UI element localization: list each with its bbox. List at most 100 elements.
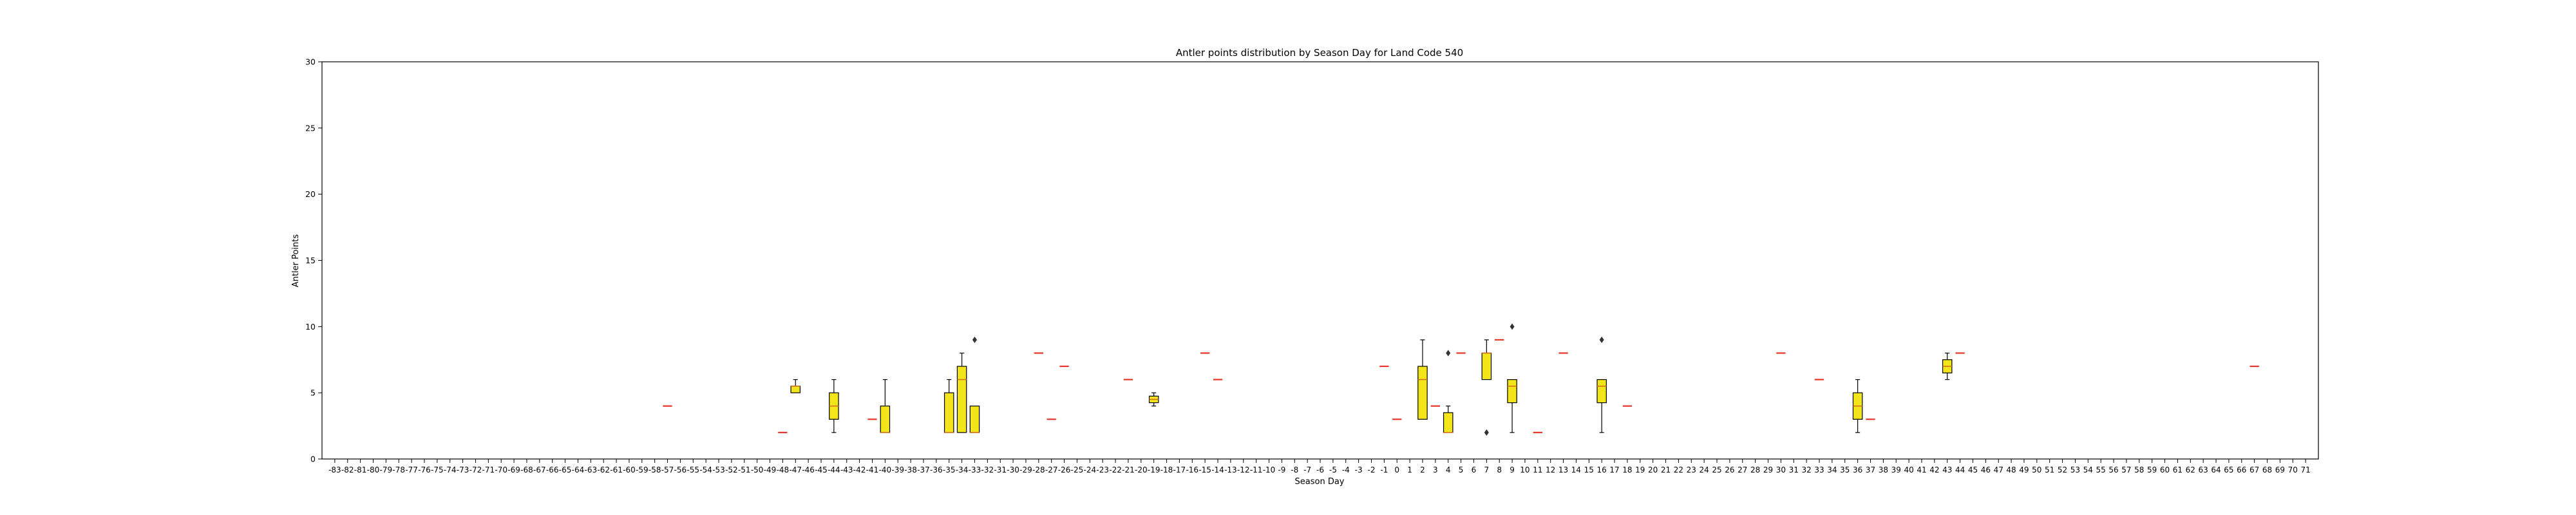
x-tick-label: -37 (917, 465, 930, 474)
box-group (1443, 350, 1454, 433)
x-tick-label: -58 (649, 465, 661, 474)
x-tick-label: 64 (2211, 465, 2221, 474)
x-tick-label: -12 (1237, 465, 1250, 474)
x-tick-label: 53 (2070, 465, 2080, 474)
x-tick-label: 49 (2019, 465, 2029, 474)
x-tick-label: 29 (1763, 465, 1773, 474)
outlier-point (1484, 429, 1489, 436)
x-tick-label: 59 (2147, 465, 2157, 474)
x-tick-label: 41 (1917, 465, 1926, 474)
x-tick-label: -62 (597, 465, 610, 474)
x-tick-label: 25 (1712, 465, 1721, 474)
box-body (1443, 412, 1454, 433)
x-tick-label: -56 (674, 465, 687, 474)
x-tick-label: 13 (1558, 465, 1568, 474)
x-tick-label: 36 (1853, 465, 1862, 474)
x-tick-label: 14 (1571, 465, 1581, 474)
x-tick-label: -50 (751, 465, 764, 474)
x-tick-label: -19 (1148, 465, 1160, 474)
x-tick-label: 34 (1827, 465, 1837, 474)
x-tick-label: 44 (1955, 465, 1965, 474)
x-tick-label: -76 (418, 465, 431, 474)
x-tick-label: -54 (699, 465, 712, 474)
x-tick-label: -82 (341, 465, 354, 474)
x-tick-label: -1 (1380, 465, 1388, 474)
x-tick-label: 31 (1789, 465, 1799, 474)
x-tick-label: -70 (495, 465, 507, 474)
x-tick-label: -3 (1355, 465, 1363, 474)
x-tick-label: -7 (1303, 465, 1311, 474)
x-tick-label: -24 (1084, 465, 1097, 474)
box-body (1417, 366, 1428, 420)
x-tick-label: -63 (585, 465, 598, 474)
x-tick-label: -48 (777, 465, 790, 474)
y-axis-ticks: 0 5 10 15 20 25 30 (305, 57, 322, 464)
box-group (956, 352, 967, 433)
outlier-point (972, 336, 977, 343)
x-tick-label: -26 (1058, 465, 1071, 474)
x-tick-label: -20 (1135, 465, 1148, 474)
x-tick-label: 2 (1420, 465, 1425, 474)
y-tick-label: 15 (305, 256, 316, 265)
x-tick-label: -69 (507, 465, 520, 474)
x-tick-label: 71 (2300, 465, 2310, 474)
x-tick-label: -16 (1186, 465, 1198, 474)
x-tick-label: 37 (1866, 465, 1875, 474)
x-tick-label: -77 (405, 465, 418, 474)
x-tick-label: -18 (1160, 465, 1173, 474)
x-tick-label: -41 (866, 465, 879, 474)
box-group (943, 379, 954, 433)
box-group (1417, 339, 1428, 420)
x-axis-label: Season Day (1295, 477, 1345, 487)
x-tick-label: 43 (1942, 465, 1952, 474)
x-axis-ticks: -83 -82 -81 -80 -79 -78 -77 -76 -75 -74 -73 -72 -71-… (328, 459, 2311, 474)
x-tick-label: -8 (1291, 465, 1298, 474)
x-tick-label: 63 (2199, 465, 2208, 474)
x-tick-label: -36 (930, 465, 943, 474)
y-tick-label: 25 (305, 123, 316, 133)
y-tick-label: 20 (305, 189, 316, 199)
x-tick-label: 51 (2045, 465, 2054, 474)
x-tick-label: -34 (956, 465, 969, 474)
x-tick-label: 32 (1801, 465, 1811, 474)
box-group (1942, 352, 1953, 380)
x-tick-label: -22 (1109, 465, 1122, 474)
x-tick-label: -71 (482, 465, 495, 474)
y-axis-label: Antler Points (291, 234, 301, 288)
x-tick-label: -65 (559, 465, 572, 474)
x-tick-label: -47 (789, 465, 802, 474)
outlier-point (1510, 323, 1515, 330)
x-tick-label: 66 (2237, 465, 2246, 474)
box-group (969, 336, 980, 433)
x-tick-label: 22 (1674, 465, 1683, 474)
x-tick-label: 6 (1472, 465, 1477, 474)
x-tick-label: 60 (2160, 465, 2170, 474)
x-tick-label: -11 (1250, 465, 1263, 474)
x-tick-label: -53 (712, 465, 725, 474)
box-body (880, 406, 891, 433)
box-group (1148, 392, 1159, 407)
x-tick-label: -25 (1071, 465, 1084, 474)
x-tick-label: -55 (687, 465, 699, 474)
x-tick-label: 40 (1904, 465, 1913, 474)
box-series (663, 323, 2259, 436)
x-tick-label: -59 (636, 465, 649, 474)
x-tick-label: -9 (1278, 465, 1285, 474)
box-group (829, 379, 839, 433)
x-tick-label: 68 (2262, 465, 2272, 474)
x-tick-label: 8 (1497, 465, 1502, 474)
outlier-point (1446, 350, 1451, 357)
x-tick-label: -74 (444, 465, 457, 474)
x-tick-label: 69 (2275, 465, 2285, 474)
x-tick-label: 57 (2121, 465, 2131, 474)
chart-title: Antler points distribution by Season Day… (1176, 47, 1463, 59)
x-tick-label: -75 (431, 465, 444, 474)
plot-area-frame (321, 61, 2319, 460)
x-tick-label: -2 (1368, 465, 1376, 474)
x-tick-label: -43 (840, 465, 853, 474)
x-tick-label: -5 (1329, 465, 1337, 474)
x-tick-label: 52 (2058, 465, 2067, 474)
x-tick-label: -14 (1211, 465, 1224, 474)
x-tick-label: -45 (815, 465, 828, 474)
